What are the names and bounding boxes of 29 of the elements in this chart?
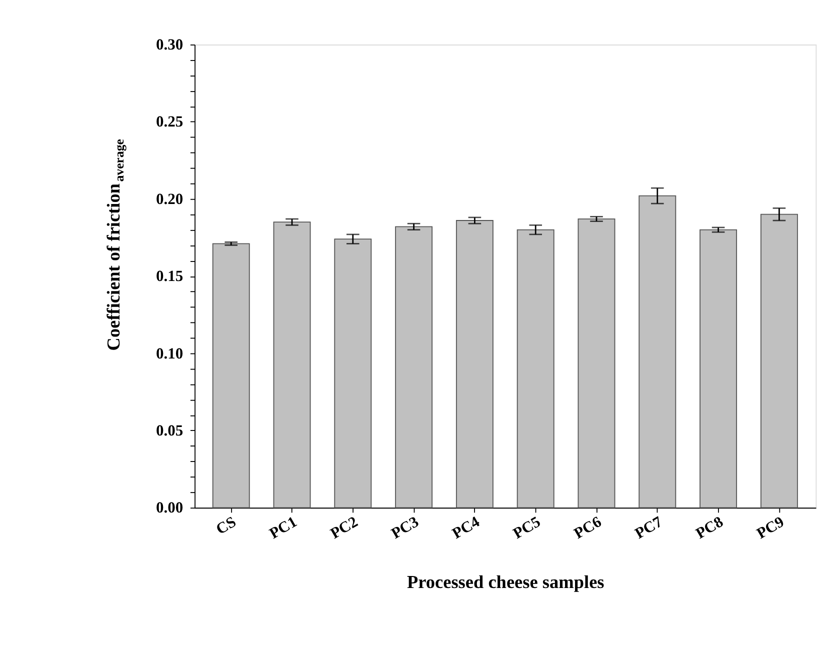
x-tick-label: PC9 bbox=[754, 513, 788, 542]
x-axis-title: Processed cheese samples bbox=[406, 572, 604, 592]
bar bbox=[638, 195, 676, 508]
bar bbox=[456, 220, 494, 508]
y-tick-label: 0.30 bbox=[156, 36, 184, 54]
bar bbox=[516, 229, 554, 508]
bar bbox=[395, 226, 433, 508]
y-tick-label: 0.15 bbox=[156, 268, 184, 286]
bar bbox=[212, 243, 250, 508]
x-tick-label: PC6 bbox=[571, 513, 605, 542]
bar bbox=[273, 222, 311, 508]
x-tick-label: PC7 bbox=[632, 513, 666, 542]
y-tick-label: 0.05 bbox=[156, 422, 184, 440]
bar bbox=[760, 214, 798, 508]
x-tick-label: PC2 bbox=[328, 513, 362, 542]
bar bbox=[578, 218, 616, 508]
x-tick-label: PC5 bbox=[510, 513, 544, 542]
x-tick-label: PC1 bbox=[266, 514, 300, 542]
bar bbox=[334, 238, 372, 508]
y-tick-label: 0.25 bbox=[156, 114, 184, 131]
x-tick-label: CS bbox=[213, 514, 240, 538]
y-tick-label: 0.10 bbox=[156, 345, 184, 362]
y-axis-title: Coefficient of frictionaverage bbox=[104, 138, 126, 351]
y-tick-label: 0.20 bbox=[156, 190, 184, 208]
bar bbox=[700, 229, 738, 508]
y-tick-label: 0.00 bbox=[156, 500, 184, 517]
x-tick-label: PC4 bbox=[449, 513, 483, 542]
x-tick-label: PC3 bbox=[388, 513, 422, 542]
x-tick-label: PC8 bbox=[693, 513, 726, 542]
